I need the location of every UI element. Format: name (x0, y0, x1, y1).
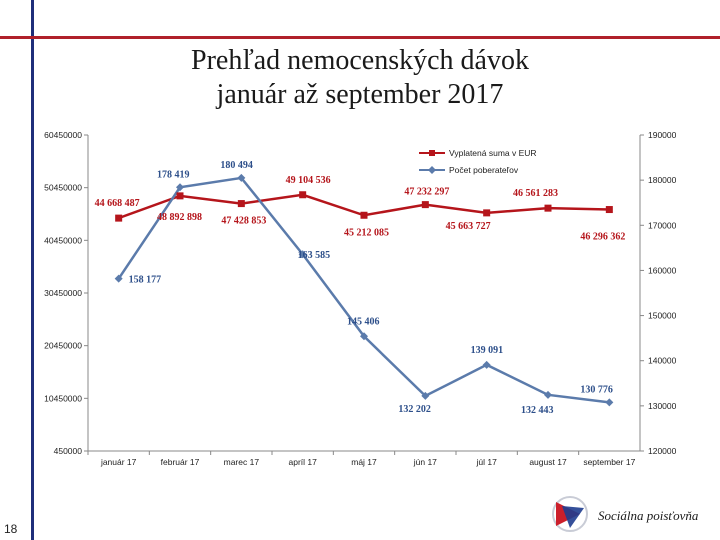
left-axis-tick-label: 30450000 (44, 288, 82, 298)
right-axis-tick-label: 120000 (648, 446, 677, 456)
right-axis-tick-label: 170000 (648, 220, 677, 230)
sum-data-label: 45 663 727 (446, 221, 491, 232)
sp-logo: Sociálna poisťovňa (548, 494, 718, 534)
count-data-label: 178 419 (157, 169, 190, 180)
sum-marker-square (605, 206, 613, 214)
slide-frame-horizontal-line (0, 36, 720, 39)
count-marker-diamond (544, 390, 552, 399)
chart-axes: 450000 10450000 20450000 30450000 40450000 50… (44, 130, 676, 467)
right-axis-tick-label: 160000 (648, 265, 677, 275)
sum-marker-square (360, 211, 368, 219)
page-title: Prehľad nemocenských dávok január až sep… (0, 44, 720, 112)
count-marker-diamond (114, 274, 123, 283)
x-axis-tick-label: september 17 (583, 457, 635, 467)
sp-logo-icon (552, 496, 588, 532)
legend-label-vyplatena-suma: Vyplatená suma v EUR (449, 148, 537, 158)
count-data-label: 130 776 (580, 384, 613, 395)
x-axis-tick-label: august 17 (529, 457, 567, 467)
count-data-label: 145 406 (347, 316, 380, 327)
sum-marker-square (115, 214, 123, 222)
count-marker-diamond (421, 391, 430, 400)
x-axis-tick-label: júl 17 (476, 457, 498, 467)
count-marker-diamond (176, 183, 184, 192)
title-line-1: Prehľad nemocenských dávok (191, 45, 529, 76)
left-axis-tick-label: 450000 (54, 446, 83, 456)
legend-marker-vyplatena-suma (429, 150, 435, 156)
page-number: 18 (4, 522, 18, 536)
count-data-label: 163 585 (298, 250, 331, 261)
count-data-label: 132 202 (398, 404, 431, 415)
sum-data-label: 44 668 487 (95, 198, 140, 209)
left-axis-tick-label: 20450000 (44, 341, 82, 351)
left-axis-tick-label: 50450000 (44, 183, 82, 193)
sum-data-label: 47 232 297 (404, 187, 449, 198)
right-axis-tick-label: 180000 (648, 175, 677, 185)
x-axis-tick-label: apríl 17 (288, 457, 317, 467)
count-data-label: 132 443 (521, 405, 554, 416)
sum-marker-square (237, 200, 245, 208)
count-marker-diamond (482, 360, 491, 369)
left-axis-tick-label: 10450000 (44, 393, 82, 403)
x-axis-tick-label: január 17 (100, 457, 137, 467)
sum-data-label: 45 212 085 (344, 227, 389, 238)
right-axis-tick-label: 190000 (648, 130, 677, 140)
sum-marker-square (421, 201, 429, 209)
sum-marker-square (299, 191, 307, 199)
chart-data-labels: 44 668 487 48 892 898 47 428 853 49 104 536… (95, 160, 626, 416)
left-axis-tick-label: 60450000 (44, 130, 82, 140)
right-axis-tick-label: 140000 (648, 356, 677, 366)
count-marker-diamond (298, 250, 307, 259)
count-data-label: 139 091 (471, 345, 504, 356)
sum-data-label: 46 561 283 (513, 188, 558, 199)
sum-data-label: 49 104 536 (286, 175, 331, 186)
slide-frame-vertical-line (31, 0, 34, 540)
sum-marker-square (544, 204, 552, 212)
legend-marker-pocet-poberatelov (428, 166, 436, 174)
right-axis-tick-label: 150000 (648, 311, 677, 321)
count-marker-diamond (237, 173, 246, 182)
sum-data-label: 47 428 853 (221, 216, 266, 227)
legend-label-pocet-poberatelov: Počet poberateľov (449, 165, 519, 175)
count-marker-diamond (360, 332, 368, 341)
sum-data-label: 48 892 898 (157, 212, 202, 223)
x-axis-tick-label: jún 17 (413, 457, 437, 467)
sum-marker-square (176, 192, 184, 200)
chart-legend: Vyplatená suma v EUR Počet poberateľov (419, 148, 537, 175)
chart-markers (114, 173, 614, 407)
sum-marker-square (483, 209, 491, 217)
count-data-label: 180 494 (220, 160, 253, 171)
sum-data-label: 46 296 362 (580, 232, 625, 243)
left-axis-tick-label: 40450000 (44, 235, 82, 245)
x-axis-tick-label: máj 17 (351, 457, 377, 467)
count-data-label: 158 177 (129, 275, 162, 286)
count-marker-diamond (605, 398, 614, 407)
logo-text: Sociálna poisťovňa (598, 508, 699, 523)
x-axis-tick-label: február 17 (161, 457, 200, 467)
right-axis-tick-label: 130000 (648, 401, 677, 411)
title-line-2: január až september 2017 (216, 79, 504, 110)
x-axis-tick-label: marec 17 (224, 457, 260, 467)
